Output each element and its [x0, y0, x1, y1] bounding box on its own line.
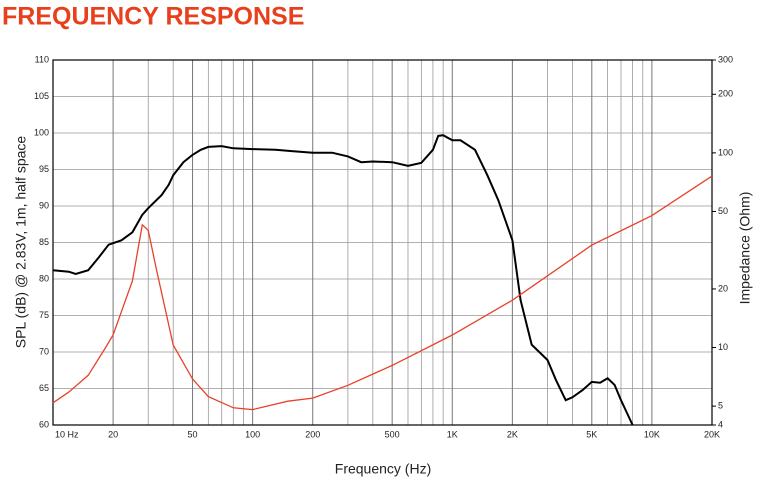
- x-tick-label: 20K: [704, 429, 720, 439]
- y2-tick-label: 10: [718, 342, 728, 352]
- x-tick-label: 5K: [586, 429, 597, 439]
- y2-tick-label: 300: [718, 54, 733, 64]
- y2-tick-label: 4: [718, 419, 723, 429]
- series-line: [52, 134, 634, 426]
- x-tick-label: 500: [385, 429, 400, 439]
- y-tick-label: 110: [35, 54, 49, 64]
- y-tick-label: 75: [39, 310, 49, 320]
- x-tick-label: 20: [108, 429, 118, 439]
- series-line: [52, 175, 713, 411]
- y-tick-label: 95: [39, 164, 49, 174]
- y2-tick-label: 100: [718, 147, 733, 157]
- y2-tick-label: 5: [718, 401, 723, 411]
- x-tick-label: 1K: [447, 429, 458, 439]
- y-tick-label: 90: [39, 200, 49, 210]
- x-tick-label: 200: [305, 429, 320, 439]
- y-tick-label: 60: [39, 419, 49, 429]
- y2-tick-label: 200: [718, 89, 733, 99]
- x-tick-label: 50: [188, 429, 198, 439]
- plot-frame: [52, 59, 713, 426]
- y-tick-label: 70: [39, 346, 49, 356]
- chart-title: FREQUENCY RESPONSE: [2, 3, 304, 31]
- y-tick-label: 85: [39, 237, 49, 247]
- y2-tick-label: 20: [718, 283, 728, 293]
- y-axis-label: SPL (dB) @ 2.83V, 1m, half space: [13, 136, 29, 349]
- x-tick-label: 2K: [507, 429, 518, 439]
- y2-axis-label: Impedance (Ohm): [737, 192, 753, 305]
- y-tick-label: 100: [34, 127, 49, 137]
- x-tick-label: 10 Hz: [55, 429, 79, 439]
- y-tick-label: 80: [39, 273, 49, 283]
- x-axis-label: Frequency (Hz): [335, 461, 431, 477]
- x-tick-label: 100: [245, 429, 260, 439]
- y-tick-label: 105: [34, 91, 49, 101]
- y2-tick-label: 50: [718, 206, 728, 216]
- y-tick-label: 65: [39, 383, 49, 393]
- x-tick-label: 10K: [644, 429, 660, 439]
